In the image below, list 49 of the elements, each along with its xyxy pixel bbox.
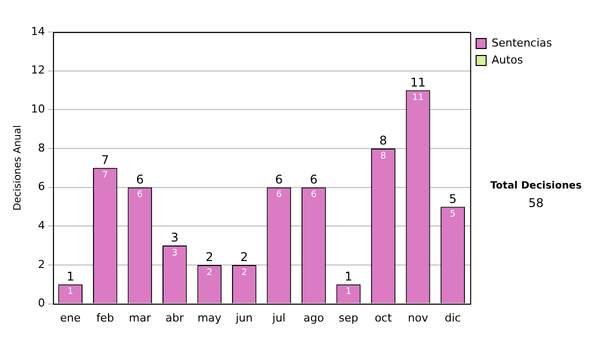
x-tick-label: feb bbox=[96, 311, 114, 324]
total-label: 11 bbox=[410, 75, 426, 90]
y-axis-title: Decisiones Anual bbox=[12, 125, 24, 211]
data-label: 5 bbox=[450, 210, 456, 220]
x-tick-label: jun bbox=[234, 311, 253, 324]
legend-label: Sentencias bbox=[492, 36, 552, 50]
x-tick-label: ago bbox=[303, 311, 324, 324]
data-label: 8 bbox=[380, 151, 386, 162]
y-tick-label: 4 bbox=[38, 219, 45, 232]
x-tick-label: sep bbox=[338, 311, 358, 324]
data-label: 2 bbox=[206, 268, 212, 278]
y-tick-label: 0 bbox=[38, 296, 45, 310]
text: 58 bbox=[528, 196, 544, 210]
x-tick-label: oct bbox=[374, 311, 392, 324]
data-label: 6 bbox=[276, 190, 282, 200]
total-label: 7 bbox=[101, 153, 109, 168]
x-tick-label: abr bbox=[166, 311, 184, 324]
y-tick-label: 2 bbox=[38, 258, 45, 271]
y-tick-label: 8 bbox=[38, 141, 45, 154]
x-tick-label: ene bbox=[60, 311, 81, 324]
data-label: 7 bbox=[102, 170, 108, 181]
data-label: 6 bbox=[137, 190, 144, 200]
data-label: 11 bbox=[412, 93, 424, 104]
total-label: 3 bbox=[170, 230, 178, 245]
y-tick-label: 14 bbox=[30, 24, 45, 38]
x-tick-label: nov bbox=[408, 311, 429, 324]
total-label: 1 bbox=[344, 270, 352, 284]
total-label: 6 bbox=[275, 172, 283, 186]
x-tick-label: jul bbox=[271, 311, 286, 324]
x-tick-label: may bbox=[197, 311, 222, 324]
data-label: 2 bbox=[241, 268, 248, 278]
total-label: 1 bbox=[66, 270, 74, 284]
data-label: 3 bbox=[172, 248, 178, 258]
y-tick-label: 10 bbox=[30, 102, 45, 116]
legend-label: Autos bbox=[492, 53, 524, 66]
total-label: 5 bbox=[448, 192, 457, 206]
x-tick-label: mar bbox=[128, 311, 152, 324]
data-label: 1 bbox=[346, 287, 352, 298]
y-tick-label: 12 bbox=[30, 64, 45, 77]
total-label: 2 bbox=[206, 250, 214, 264]
x-tick-label: dic bbox=[444, 311, 461, 324]
text: Total Decisiones bbox=[490, 180, 582, 192]
total-label: 6 bbox=[136, 172, 144, 186]
data-label: 6 bbox=[310, 190, 317, 200]
data-label: 1 bbox=[68, 287, 74, 298]
y-tick-label: 6 bbox=[38, 180, 45, 194]
total-label: 6 bbox=[310, 172, 318, 186]
total-label: 2 bbox=[240, 250, 248, 264]
total-label: 8 bbox=[379, 134, 388, 148]
